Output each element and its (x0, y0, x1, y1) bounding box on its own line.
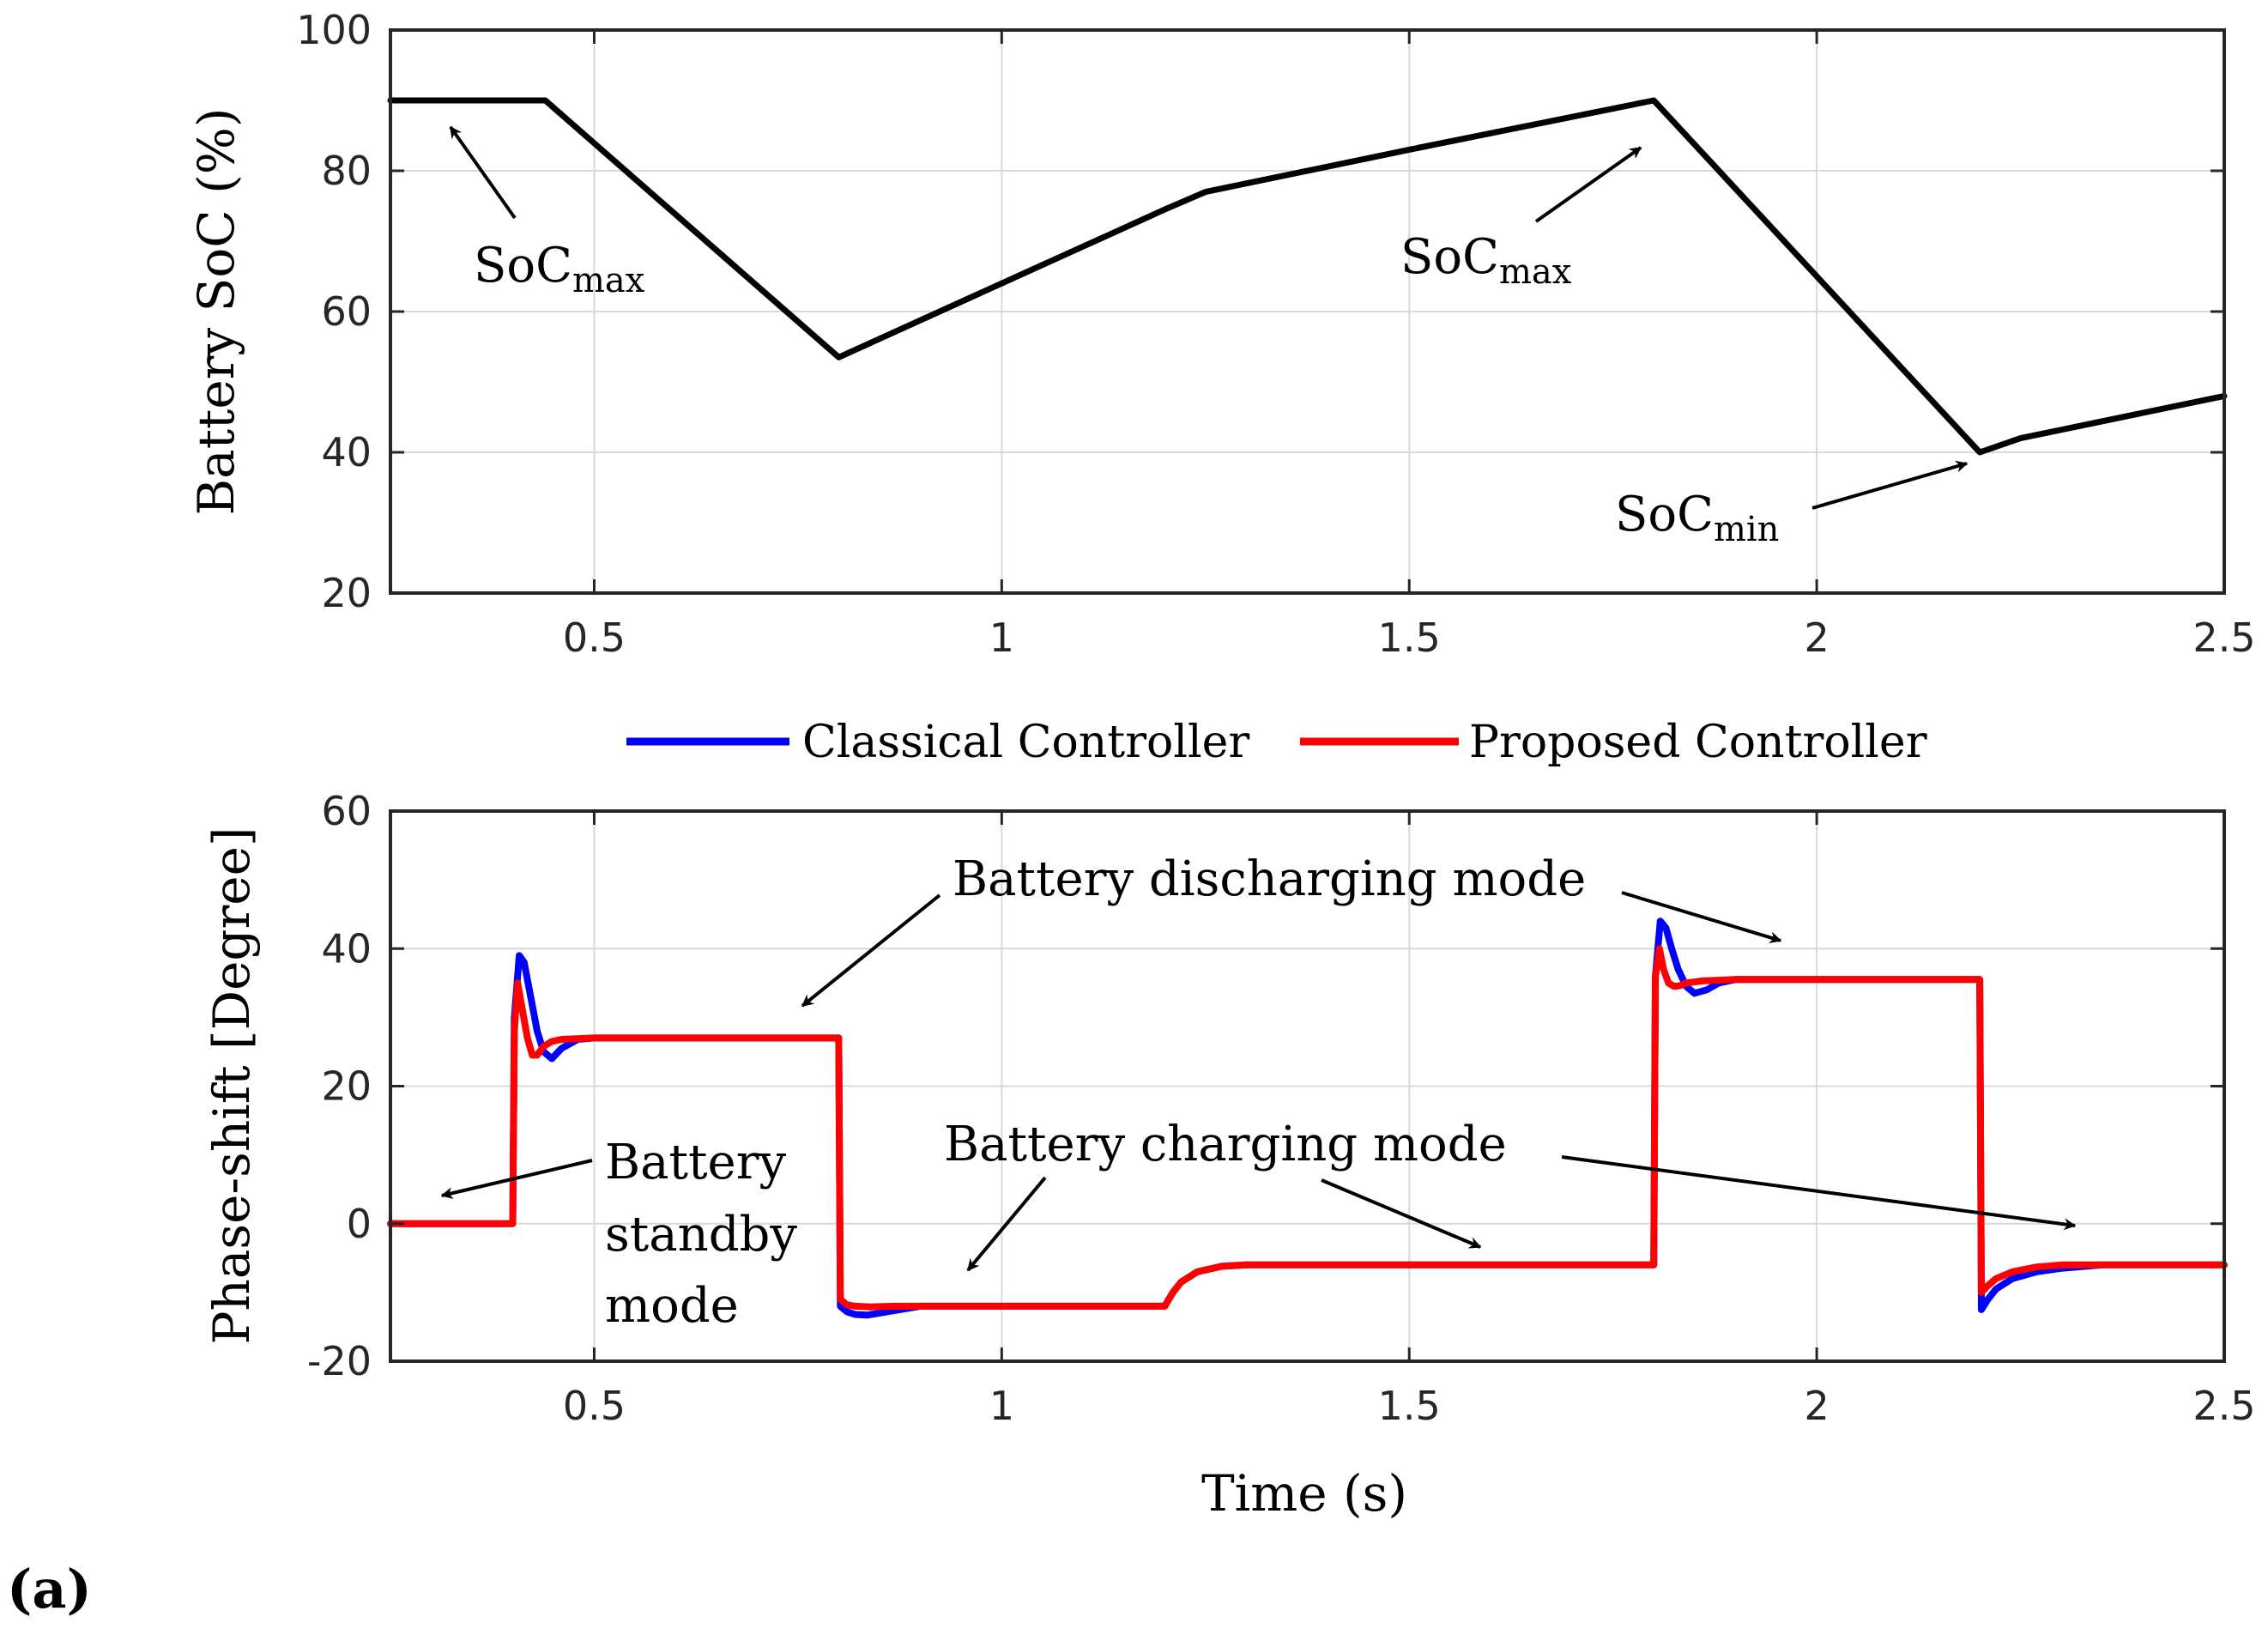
soc-series (387, 97, 2228, 456)
soc-annotation-sub: min (1714, 510, 1779, 549)
x-tick-label: 1.5 (1378, 615, 1441, 661)
soc-ticks: 0.5 1 1.5 2 2.5 20 40 60 80 100 (296, 7, 2255, 661)
y-tick-label: 0 (347, 1201, 372, 1247)
y-tick-label: 100 (296, 7, 372, 53)
svg-text:SoCmin: SoCmin (1615, 487, 1779, 549)
discharging-arrow-1 (801, 893, 941, 1008)
soc-annotation-arrow (449, 125, 517, 220)
legend-label-classical: Classical Controller (802, 717, 1249, 768)
charging-annotation-text: Battery charging mode (944, 1117, 1507, 1172)
standby-annotation-line-2: standby (605, 1207, 797, 1263)
panel-label: (a) (7, 1558, 92, 1620)
soc-grid (390, 30, 2224, 593)
standby-annotation-line-3: mode (605, 1278, 739, 1334)
y-tick-label: -20 (307, 1338, 372, 1384)
x-tick-label: 0.5 (563, 1383, 626, 1429)
y-tick-label: 80 (321, 148, 372, 194)
x-tick-label: 2 (1804, 615, 1829, 661)
phase-shift-y-axis-label: Phase-shift [Degree] (203, 827, 261, 1344)
phase-shift-grid (390, 811, 2224, 1361)
svg-text:SoCmax: SoCmax (474, 238, 645, 300)
soc-annotation-sub: max (1499, 252, 1572, 292)
x-tick-label: 1 (989, 1383, 1014, 1429)
x-tick-label: 0.5 (563, 615, 626, 661)
soc-line (387, 97, 2228, 456)
charging-arrow-1 (966, 1176, 1047, 1272)
charging-annotation: Battery charging mode (944, 1117, 2077, 1272)
y-tick-label: 40 (321, 925, 372, 972)
proposed-controller-line (387, 945, 2228, 1311)
soc-plot: 0.5 1 1.5 2 2.5 20 40 60 80 100 Battery SoC (%) S… (187, 7, 2256, 661)
standby-annotation: Battery standby mode (440, 1135, 797, 1334)
soc-annotation-label: SoC (474, 238, 572, 294)
y-tick-label: 40 (321, 429, 372, 475)
soc-annotation-arrow (1534, 146, 1642, 223)
discharging-annotation: Battery discharging mode (801, 851, 1782, 1008)
discharging-arrow-2 (1621, 891, 1782, 944)
legend-label-proposed: Proposed Controller (1469, 717, 1927, 768)
phase-shift-plot: 0.5 1 1.5 2 2.5 -20 0 20 40 60 Phase-shift [Degre… (203, 788, 2256, 1523)
soc-annotation-sub: max (572, 261, 645, 300)
standby-arrow (440, 1159, 593, 1199)
soc-annotation-min: SoCmin (1615, 460, 1969, 549)
soc-annotation-max-1: SoCmax (449, 125, 645, 300)
soc-annotation-label: SoC (1400, 229, 1499, 285)
x-tick-label: 1.5 (1378, 1383, 1441, 1429)
x-tick-label: 2 (1804, 1383, 1829, 1429)
charging-arrow-2 (1321, 1178, 1482, 1249)
phase-shift-ticks: 0.5 1 1.5 2 2.5 -20 0 20 40 60 (307, 788, 2256, 1429)
soc-annotation-max-2: SoCmax (1400, 146, 1642, 292)
x-tick-label: 2.5 (2192, 615, 2255, 661)
soc-y-axis-label: Battery SoC (%) (187, 108, 245, 516)
soc-annotation-label: SoC (1615, 487, 1714, 542)
legend: Classical Controller Proposed Controller (626, 717, 1927, 768)
x-axis-label: Time (s) (1201, 1464, 1407, 1523)
x-tick-label: 2.5 (2192, 1383, 2255, 1429)
discharging-annotation-text: Battery discharging mode (953, 851, 1586, 907)
y-tick-label: 20 (321, 1063, 372, 1110)
soc-annotation-arrow (1811, 460, 1969, 510)
y-tick-label: 20 (321, 570, 372, 616)
standby-annotation-line-1: Battery (605, 1135, 786, 1190)
svg-text:SoCmax: SoCmax (1400, 229, 1572, 292)
phase-shift-series (387, 917, 2228, 1319)
y-tick-label: 60 (321, 788, 372, 834)
x-tick-label: 1 (989, 615, 1014, 661)
charging-arrow-3 (1561, 1155, 2077, 1231)
y-tick-label: 60 (321, 288, 372, 335)
